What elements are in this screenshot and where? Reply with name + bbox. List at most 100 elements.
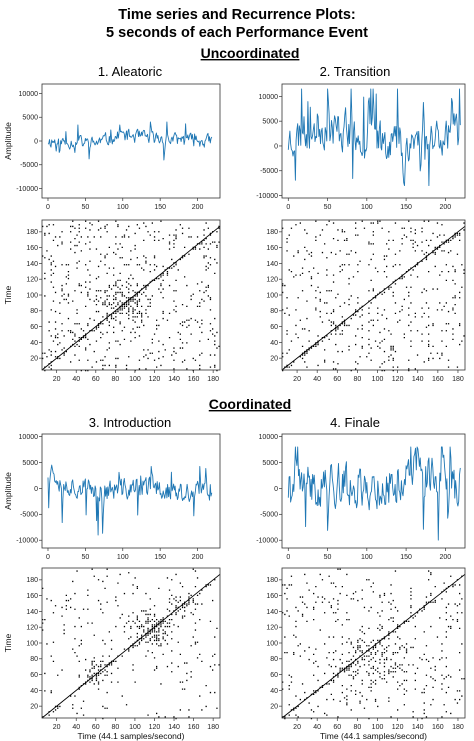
chart-ts1: 0 50 100 150 200 -10000 -5000 0 5000 10000 Amplitu… (3, 83, 221, 211)
x-tick-label: 40 (313, 376, 321, 383)
y-tick-label: 5000 (262, 119, 278, 126)
line-of-identity-rp4 (281, 573, 466, 719)
ts3-frame (41, 433, 221, 549)
x-tick-label: 200 (440, 554, 452, 561)
y-tick-label: -5000 (260, 168, 278, 175)
y-tick-label: 80 (270, 308, 278, 315)
x-axis-label: Time (44.1 samples/second) (78, 731, 185, 741)
y-tick-label: 40 (30, 340, 38, 347)
y-tick-label: 160 (266, 245, 278, 252)
y-tick-label: -5000 (20, 162, 38, 169)
x-tick-label: 100 (361, 204, 373, 211)
x-tick-label: 80 (111, 376, 119, 383)
y-tick-label: -5000 (20, 512, 38, 519)
x-tick-label: 100 (117, 204, 129, 211)
x-tick-label: 100 (361, 554, 373, 561)
x-tick-label: 40 (72, 376, 80, 383)
x-tick-label: 50 (81, 554, 89, 561)
y-tick-label: 160 (26, 245, 38, 252)
y-tick-label: 10000 (19, 91, 39, 98)
y-tick-label: 180 (26, 229, 38, 236)
ts2-frame (281, 83, 466, 199)
x-tick-label: 100 (372, 376, 384, 383)
section-heading-coordinated: Coordinated (209, 396, 291, 412)
y-axis-label: Time (3, 285, 13, 304)
y-tick-label: 10000 (259, 94, 279, 101)
y-tick-label: -10000 (256, 193, 278, 200)
y-tick-label: 0 (34, 138, 38, 145)
line-of-identity-rp1 (41, 225, 221, 371)
rp3-frame (41, 567, 221, 719)
recurrence-dots-rp1 (42, 220, 220, 372)
x-tick-label: 140 (168, 724, 180, 731)
y-tick-label: 0 (274, 143, 278, 150)
y-tick-label: 140 (266, 609, 278, 616)
x-tick-label: 50 (324, 554, 332, 561)
x-tick-label: 100 (129, 724, 141, 731)
y-tick-label: 160 (26, 593, 38, 600)
y-tick-label: 180 (26, 577, 38, 584)
x-tick-label: 50 (324, 204, 332, 211)
y-tick-label: 120 (26, 277, 38, 284)
x-tick-label: 150 (400, 554, 412, 561)
y-tick-label: 80 (270, 656, 278, 663)
figure-title-line2: 5 seconds of each Performance Event (106, 25, 368, 41)
x-tick-label: 40 (313, 724, 321, 731)
chart-rp2: 20 40 60 80 100 120 140 160 180 20 40 60 80 100 120 140… (266, 219, 466, 383)
x-tick-label: 60 (92, 724, 100, 731)
x-tick-label: 20 (53, 724, 61, 731)
x-tick-label: 150 (154, 554, 166, 561)
y-tick-label: 40 (270, 688, 278, 695)
x-tick-label: 60 (333, 376, 341, 383)
y-axis-label: Time (3, 633, 13, 652)
y-tick-label: 0 (34, 486, 38, 493)
x-tick-label: 80 (111, 724, 119, 731)
line-of-identity-rp3 (41, 573, 221, 719)
x-tick-label: 100 (117, 554, 129, 561)
line-of-identity-rp2 (281, 225, 466, 371)
chart-panels: 0 50 100 150 200-10000-50000500010000Amplitu… (3, 83, 466, 741)
y-tick-label: 120 (266, 625, 278, 632)
x-tick-label: 160 (188, 724, 200, 731)
figure-title-line1: Time series and Recurrence Plots: (118, 7, 355, 23)
chart-ts2: 0 50 100 150 200 -10000 -5000 0 5000 10000 (256, 83, 466, 211)
chart-ts4: 0 50 100 150 200 -10000 -5000 0 5000 10000 (256, 433, 466, 561)
y-tick-label: 20 (30, 704, 38, 711)
x-tick-label: 100 (129, 376, 141, 383)
y-tick-label: 140 (26, 609, 38, 616)
x-tick-label: 140 (412, 724, 424, 731)
x-tick-label: 120 (392, 376, 404, 383)
x-tick-label: 80 (354, 376, 362, 383)
y-tick-label: 0 (274, 486, 278, 493)
x-tick-label: 200 (192, 204, 204, 211)
y-tick-label: 100 (26, 640, 38, 647)
x-axis-label: Time (44.1 samples/second) (320, 731, 427, 741)
series-line-ts3 (47, 464, 213, 536)
x-tick-label: 0 (46, 554, 50, 561)
y-tick-label: 5000 (22, 460, 38, 467)
x-tick-label: 180 (207, 376, 219, 383)
x-tick-label: 150 (154, 204, 166, 211)
recurrence-dots-rp2 (282, 220, 465, 372)
rp1-frame (41, 219, 221, 371)
chart-rp3: 20 40 60 80 100 120 140 160 180 20 40 60 80 100 120 140… (3, 567, 221, 741)
x-tick-label: 80 (354, 724, 362, 731)
y-tick-label: 20 (30, 356, 38, 363)
panel-title-introduction: 3. Introduction (89, 415, 171, 430)
y-tick-label: 120 (266, 277, 278, 284)
y-tick-label: -10000 (16, 538, 38, 545)
x-tick-label: 200 (440, 204, 452, 211)
x-tick-label: 140 (168, 376, 180, 383)
x-tick-label: 200 (192, 554, 204, 561)
recurrence-points-rp2 (282, 220, 465, 372)
y-tick-label: 40 (30, 688, 38, 695)
y-tick-label: 5000 (22, 115, 38, 122)
chart-rp4: 20 40 60 80 100 120 140 160 180 20 40 60 80 100 120 140… (266, 567, 466, 741)
x-tick-label: 60 (333, 724, 341, 731)
y-tick-label: 120 (26, 625, 38, 632)
y-tick-label: 60 (270, 672, 278, 679)
x-tick-label: 180 (207, 724, 219, 731)
x-tick-label: 160 (432, 376, 444, 383)
x-tick-label: 140 (412, 376, 424, 383)
